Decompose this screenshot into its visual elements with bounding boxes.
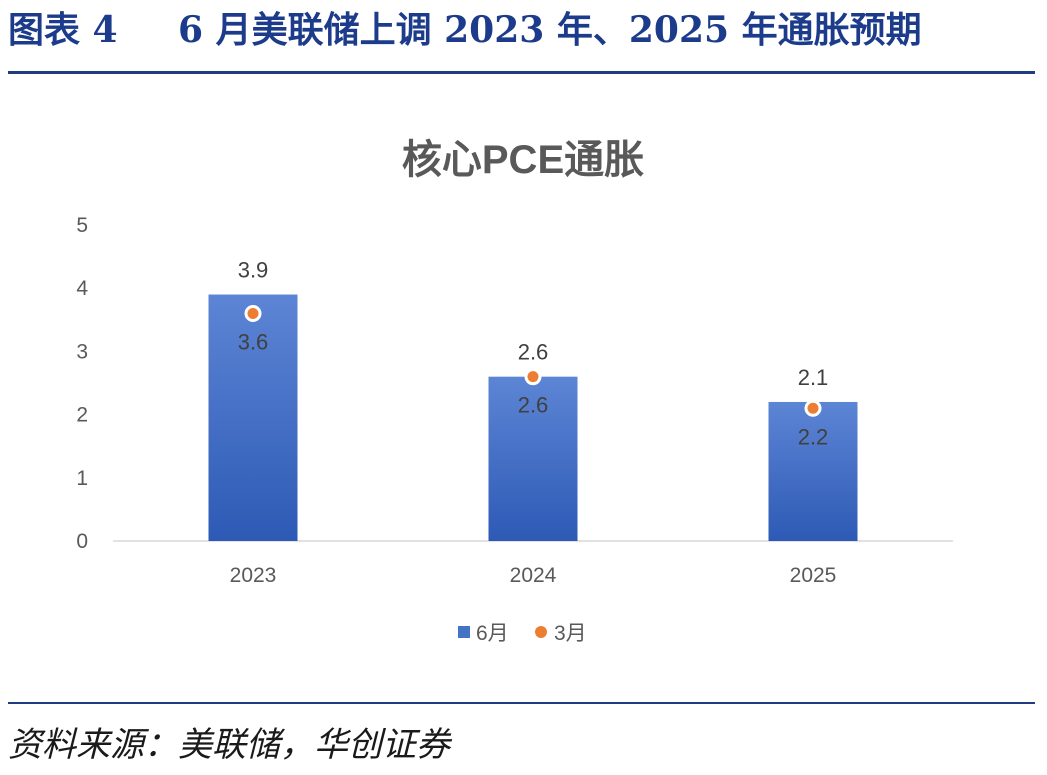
legend-bar-swatch — [458, 626, 470, 638]
source-note: 资料来源：美联储，华创证券 — [8, 725, 450, 765]
data-label-2024-lower: 2.6 — [518, 393, 549, 418]
chart-marks: 核心PCE通胀 0 1 2 3 4 5 3.9 3.6 2.6 2.6 2.1 2.2 2023 2024 2… — [76, 138, 953, 645]
y-tick-label: 5 — [76, 214, 88, 237]
bar-2023 — [208, 294, 298, 541]
dot-2025 — [804, 399, 822, 417]
data-label-2023-lower: 3.6 — [238, 329, 269, 354]
bar-2024 — [488, 376, 578, 541]
figure-header: 图表 4 6 月美联储上调 2023 年、2025 年通胀预期 — [8, 9, 922, 51]
y-tick-label: 4 — [76, 277, 88, 300]
y-tick-label: 3 — [76, 340, 88, 363]
legend: 6月 3月 — [458, 622, 587, 645]
core-pce-chart: 核心PCE通胀 0 1 2 3 4 5 3.9 3.6 2.6 2.6 2.1 2.2 2023 2024 2… — [0, 90, 1047, 695]
data-label-2025-lower: 2.2 — [798, 424, 829, 449]
chart-title: 核心PCE通胀 — [402, 138, 644, 182]
header-divider — [8, 71, 1035, 74]
x-tick-label: 2025 — [790, 564, 837, 587]
legend-label: 3月 — [554, 622, 587, 645]
y-tick-label: 2 — [76, 404, 88, 427]
legend-label: 6月 — [476, 622, 509, 645]
bar-2025 — [768, 401, 858, 541]
chart-canvas: 核心PCE通胀 0 1 2 3 4 5 3.9 3.6 2.6 2.6 2.1 2.2 2023 2024 2… — [76, 138, 953, 645]
dot-2023 — [244, 304, 262, 322]
x-tick-label: 2024 — [510, 564, 557, 587]
x-tick-label: 2023 — [230, 564, 277, 587]
figure-number: 图表 4 — [8, 9, 118, 51]
legend-dot-swatch — [535, 626, 547, 638]
y-tick-label: 0 — [76, 530, 88, 553]
data-label-2025-upper: 2.1 — [798, 365, 829, 390]
footer-divider — [8, 702, 1035, 704]
y-tick-label: 1 — [76, 467, 88, 490]
data-label-2024-upper: 2.6 — [518, 340, 549, 365]
data-label-2023-upper: 3.9 — [238, 258, 269, 283]
figure-title: 6 月美联储上调 2023 年、2025 年通胀预期 — [178, 9, 922, 51]
dot-2024 — [524, 368, 542, 386]
